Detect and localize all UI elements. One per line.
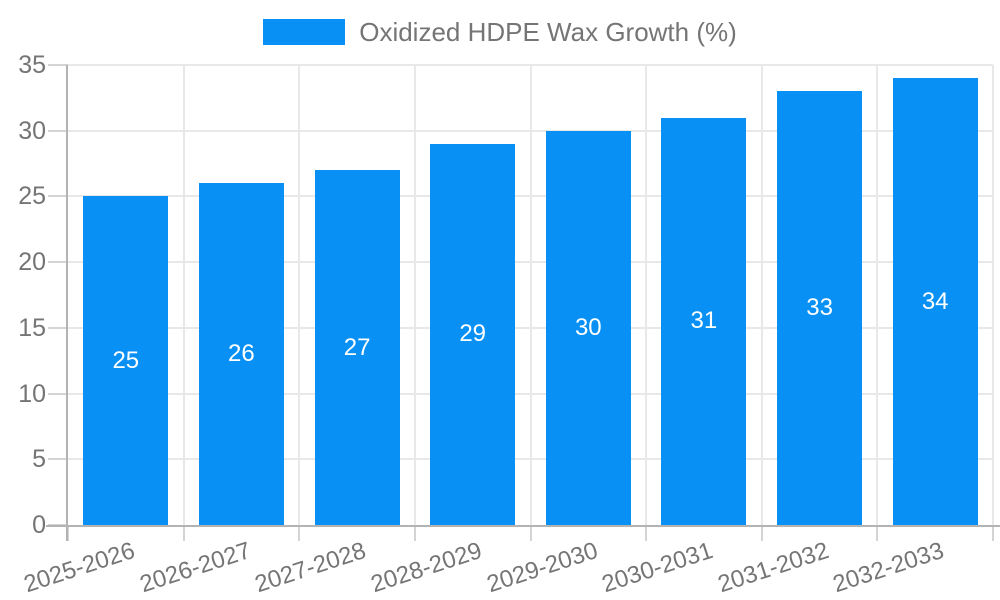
- x-axis-tick: [760, 525, 763, 541]
- bar-value-label: 29: [459, 320, 487, 348]
- y-tick-label: 5: [32, 445, 46, 474]
- gridline-vertical: [992, 65, 994, 525]
- x-tick-label: 2031-2032: [714, 537, 832, 599]
- y-axis-tick: [48, 392, 68, 395]
- legend-label: Oxidized HDPE Wax Growth (%): [359, 16, 737, 47]
- bar[interactable]: [430, 143, 516, 525]
- y-tick-label: 15: [18, 313, 46, 342]
- y-tick-label: 35: [18, 51, 46, 79]
- bar[interactable]: [83, 196, 169, 525]
- bar-value-label: 25: [112, 346, 140, 374]
- bar[interactable]: [777, 91, 863, 525]
- x-tick-label: 2027-2028: [251, 537, 370, 599]
- x-tick-label: 2025-2026: [20, 537, 139, 599]
- bar[interactable]: [198, 183, 284, 525]
- y-axis-tick: [48, 129, 68, 132]
- x-tick-label: 2032-2033: [830, 537, 948, 599]
- bar-value-label: 30: [574, 313, 602, 341]
- y-axis-line: [66, 65, 68, 541]
- gridline-vertical: [645, 65, 648, 525]
- x-axis-tick: [182, 525, 185, 541]
- legend[interactable]: Oxidized HDPE Wax Growth (%): [0, 14, 1000, 50]
- gridline-vertical: [876, 65, 879, 525]
- y-tick-label: 20: [18, 248, 46, 277]
- x-tick-label: 2029-2030: [483, 537, 601, 599]
- gridline-vertical: [298, 65, 301, 525]
- gridline-vertical: [760, 65, 763, 525]
- x-axis-tick: [876, 525, 879, 541]
- legend-swatch: [263, 19, 346, 45]
- y-axis-tick: [48, 195, 68, 198]
- x-axis-tick: [67, 525, 69, 541]
- bar[interactable]: [892, 78, 978, 525]
- bar-value-label: 27: [343, 333, 371, 361]
- y-axis-tick: [48, 458, 68, 461]
- y-axis-tick: [48, 64, 68, 66]
- x-axis-tick: [645, 525, 648, 541]
- x-tick-label: 2028-2029: [367, 537, 486, 599]
- x-tick-label: 2026-2027: [136, 537, 254, 599]
- y-tick-label: 0: [32, 511, 46, 539]
- gridline-vertical: [529, 65, 532, 525]
- bar[interactable]: [545, 130, 631, 525]
- bar[interactable]: [314, 170, 400, 525]
- gridline-vertical: [182, 65, 185, 525]
- x-axis-line: [46, 525, 1000, 527]
- bar-value-label: 31: [690, 307, 718, 335]
- bar-value-label: 26: [228, 340, 255, 368]
- y-tick-label: 30: [18, 116, 46, 145]
- y-axis-tick: [48, 326, 68, 329]
- x-axis-tick: [298, 525, 301, 541]
- gridline-vertical: [413, 65, 416, 525]
- x-axis-tick: [529, 525, 532, 541]
- x-axis-tick: [992, 525, 994, 541]
- y-tick-label: 25: [18, 182, 46, 211]
- y-axis-tick: [48, 261, 68, 264]
- bar-value-label: 33: [806, 294, 833, 322]
- y-tick-label: 10: [18, 379, 46, 408]
- x-axis-tick: [413, 525, 416, 541]
- x-tick-label: 2030-2031: [598, 537, 717, 599]
- bar[interactable]: [661, 117, 747, 525]
- bar-value-label: 34: [921, 287, 949, 315]
